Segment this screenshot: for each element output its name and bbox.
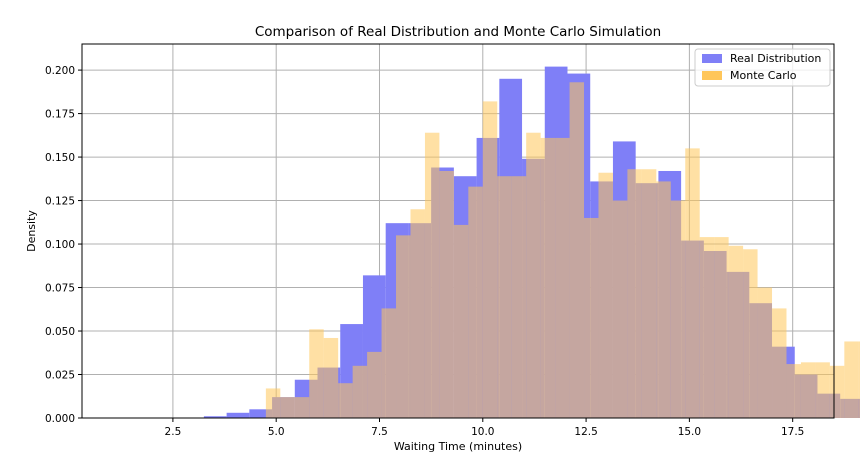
histogram-bar <box>280 397 295 418</box>
y-tick-label: 0.150 <box>45 152 75 164</box>
histogram-bar <box>381 308 397 418</box>
histogram-bar <box>424 132 440 418</box>
histogram-bar <box>468 186 483 418</box>
histogram-bar <box>584 217 599 418</box>
y-tick-label: 0.050 <box>45 326 75 338</box>
series-monte-carlo <box>265 82 860 419</box>
histogram-bar <box>338 383 353 418</box>
histogram-bar <box>699 237 715 418</box>
histogram-bar <box>410 209 425 418</box>
legend: Real Distribution Monte Carlo <box>694 48 831 87</box>
histogram-bar <box>249 409 273 418</box>
histogram-bar <box>598 172 613 418</box>
x-tick-label: 2.5 <box>165 426 182 438</box>
histogram-bar <box>396 235 411 418</box>
histogram-bar <box>367 351 382 418</box>
histogram-bar <box>641 169 657 418</box>
x-tick-label: 5.0 <box>268 426 285 438</box>
histogram-bar <box>555 137 570 419</box>
y-axis-label: Density <box>25 210 38 252</box>
histogram-bar <box>800 362 816 418</box>
histogram-bar <box>540 137 556 419</box>
histogram-bar <box>309 329 324 418</box>
histogram-bar <box>482 101 498 418</box>
y-tick-label: 0.175 <box>45 109 75 121</box>
chart-title: Comparison of Real Distribution and Mont… <box>255 24 661 40</box>
legend-swatch-monte-carlo <box>702 71 722 80</box>
y-tick-label: 0.125 <box>45 196 75 208</box>
plot-frame <box>81 43 835 419</box>
histogram-bar <box>844 341 859 418</box>
histogram-bar <box>439 170 454 418</box>
x-tick-label: 12.5 <box>574 426 597 438</box>
histogram-bar <box>786 364 801 418</box>
histogram-bar <box>352 365 368 418</box>
x-axis-label: Waiting Time (minutes) <box>394 440 522 453</box>
histogram-bar <box>526 132 541 418</box>
y-tick-label: 0.100 <box>45 239 75 251</box>
histogram-bar <box>627 169 642 418</box>
y-axis-ticks: 0.000 0.025 0.050 0.075 0.100 0.125 0.150 0.175… <box>45 65 82 425</box>
histogram-bar <box>685 148 700 419</box>
histogram-bar <box>743 249 758 418</box>
histogram-bar <box>265 388 281 418</box>
legend-swatch-real <box>702 54 722 63</box>
x-tick-label: 7.5 <box>371 426 388 438</box>
histogram-bar <box>511 176 527 418</box>
histogram-bar <box>323 337 339 418</box>
histogram-bar <box>656 181 671 418</box>
histogram-bar <box>612 200 628 418</box>
histogram-bar <box>453 224 469 418</box>
histogram-bar <box>728 245 744 418</box>
legend-box <box>694 48 831 87</box>
histogram-bars <box>203 66 860 419</box>
histogram-bar <box>714 237 729 418</box>
histogram-bar <box>815 362 830 418</box>
histogram-bar <box>569 82 585 418</box>
histogram-bar <box>829 365 845 418</box>
x-tick-label: 10.0 <box>471 426 494 438</box>
y-tick-label: 0.075 <box>45 283 75 295</box>
histogram-bar <box>757 287 773 418</box>
histogram-bar <box>670 200 686 418</box>
histogram-bar <box>497 176 512 418</box>
y-tick-label: 0.000 <box>45 413 75 425</box>
y-tick-label: 0.200 <box>45 65 75 77</box>
legend-label-real: Real Distribution <box>730 52 821 65</box>
histogram-bar <box>858 341 860 418</box>
y-tick-label: 0.025 <box>45 370 75 382</box>
histogram-bar <box>294 397 310 418</box>
x-tick-label: 15.0 <box>678 426 701 438</box>
legend-label-monte-carlo: Monte Carlo <box>730 69 797 82</box>
histogram-bar <box>772 308 787 418</box>
histogram-bar <box>226 412 250 418</box>
x-tick-label: 17.5 <box>781 426 804 438</box>
histogram-bar <box>203 416 227 418</box>
x-axis-ticks: 2.5 5.0 7.5 10.0 12.5 15.0 17.5 <box>165 418 804 438</box>
